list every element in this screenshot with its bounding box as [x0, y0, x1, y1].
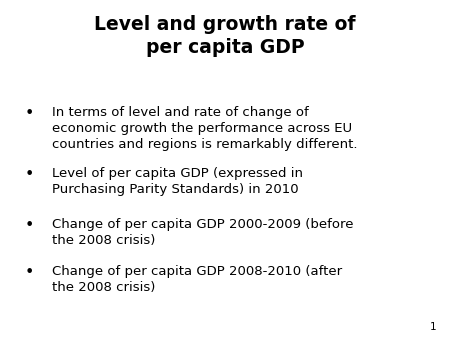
Text: Change of per capita GDP 2000-2009 (before
the 2008 crisis): Change of per capita GDP 2000-2009 (befo…	[52, 218, 353, 247]
Text: •: •	[25, 106, 34, 121]
Text: Change of per capita GDP 2008-2010 (after
the 2008 crisis): Change of per capita GDP 2008-2010 (afte…	[52, 265, 342, 294]
Text: In terms of level and rate of change of
economic growth the performance across E: In terms of level and rate of change of …	[52, 106, 357, 151]
Text: •: •	[25, 265, 34, 280]
Text: •: •	[25, 218, 34, 233]
Text: 1: 1	[430, 322, 436, 332]
Text: Level of per capita GDP (expressed in
Purchasing Parity Standards) in 2010: Level of per capita GDP (expressed in Pu…	[52, 167, 303, 196]
Text: •: •	[25, 167, 34, 182]
Text: Level and growth rate of
per capita GDP: Level and growth rate of per capita GDP	[94, 15, 356, 57]
